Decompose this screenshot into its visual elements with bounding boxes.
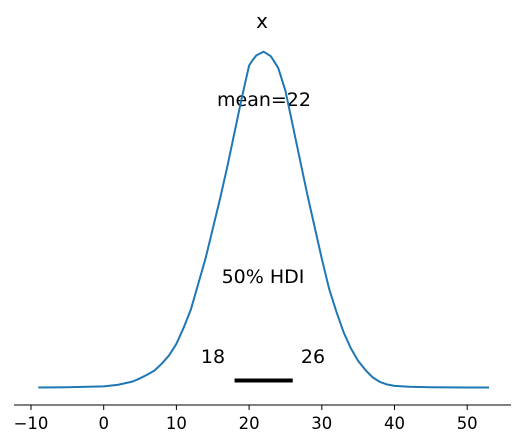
x-tick-label: 10 [166, 414, 187, 433]
x-axis: −10 0 10 20 30 40 50 [14, 405, 511, 433]
mean-annotation: mean=22 [217, 89, 311, 111]
x-tick-label: 30 [311, 414, 332, 433]
x-tick-label: 20 [239, 414, 260, 433]
x-tick-label: 0 [98, 414, 109, 433]
hdi-high-label: 26 [301, 346, 325, 368]
chart-title: x [256, 9, 268, 33]
x-tick-label: 50 [457, 414, 478, 433]
hdi-low-label: 18 [201, 346, 225, 368]
x-tick-label: 40 [384, 414, 405, 433]
hdi-annotation: 50% HDI [222, 266, 305, 288]
x-tick-label: −10 [14, 414, 49, 433]
